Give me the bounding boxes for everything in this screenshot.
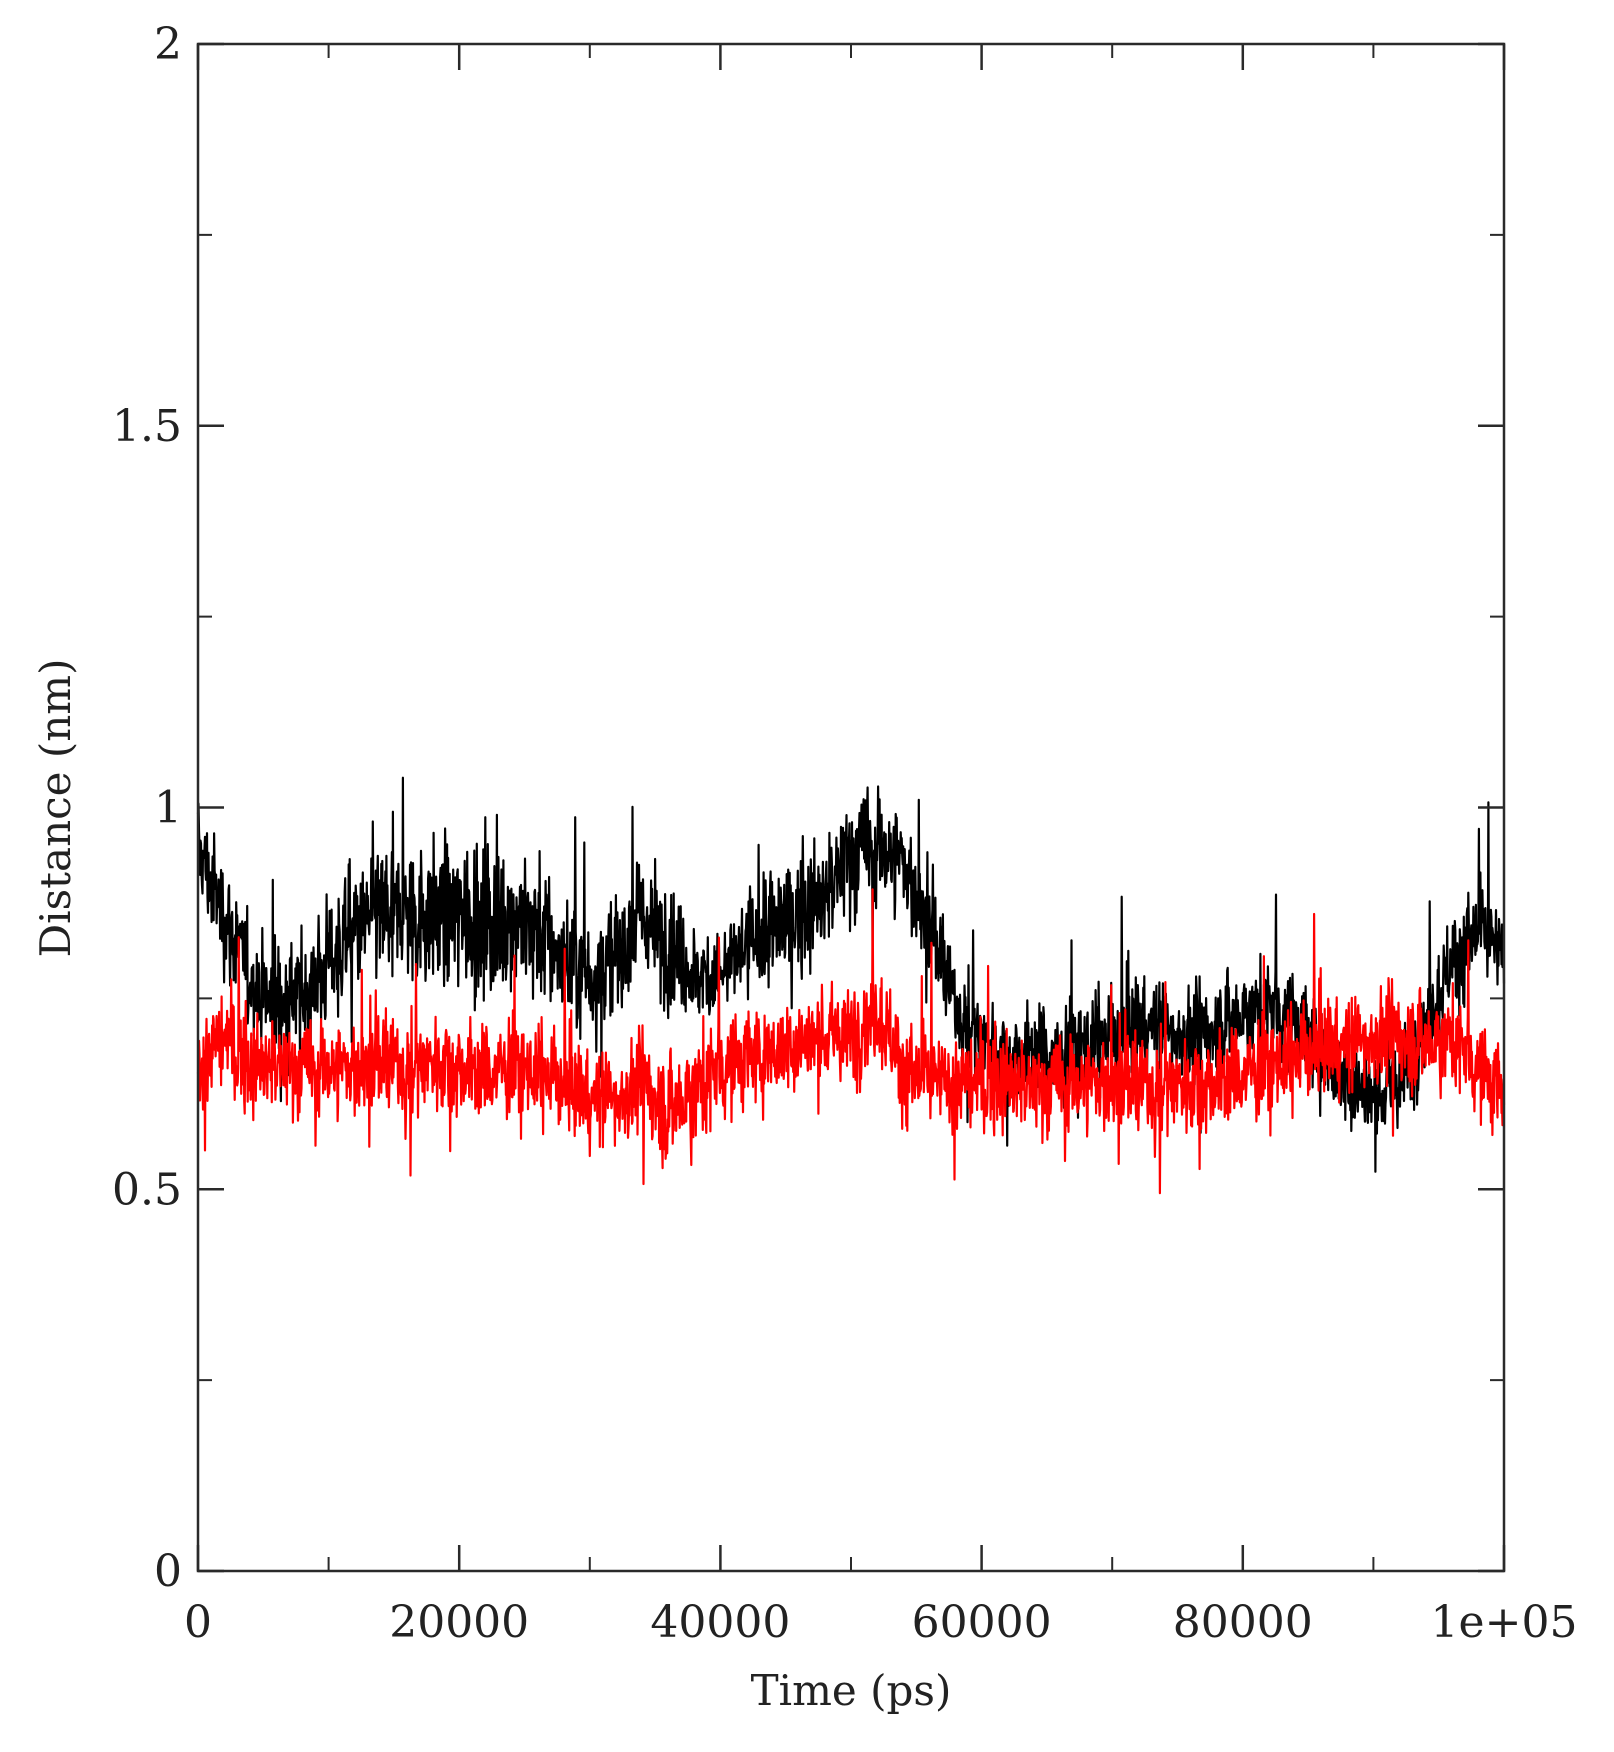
plot-frame — [196, 42, 1506, 1573]
y-tick-label: 1 — [154, 783, 182, 834]
x-tick-label: 80000 — [1173, 1597, 1313, 1648]
y-tick-label: 2 — [154, 19, 182, 70]
series-line-2 — [196, 888, 1506, 1195]
ticks-layer: 0 20000 40000 60000 80000 1e+05 0 0.5 1 1.5 2 — [112, 19, 1577, 1648]
series-layer — [196, 776, 1506, 1195]
x-tick-label: 40000 — [650, 1597, 790, 1648]
x-tick-label: 20000 — [389, 1597, 529, 1648]
y-axis-label: Distance (nm) — [31, 658, 80, 957]
x-tick-label: 1e+05 — [1431, 1597, 1578, 1648]
x-tick-label: 0 — [184, 1597, 212, 1648]
y-tick-label: 0 — [154, 1546, 182, 1597]
x-tick-label: 60000 — [912, 1597, 1052, 1648]
series-line-1 — [196, 776, 1506, 1173]
y-tick-label: 1.5 — [112, 401, 182, 452]
y-tick-label: 0.5 — [112, 1164, 182, 1215]
x-axis-label: Time (ps) — [751, 1666, 952, 1715]
